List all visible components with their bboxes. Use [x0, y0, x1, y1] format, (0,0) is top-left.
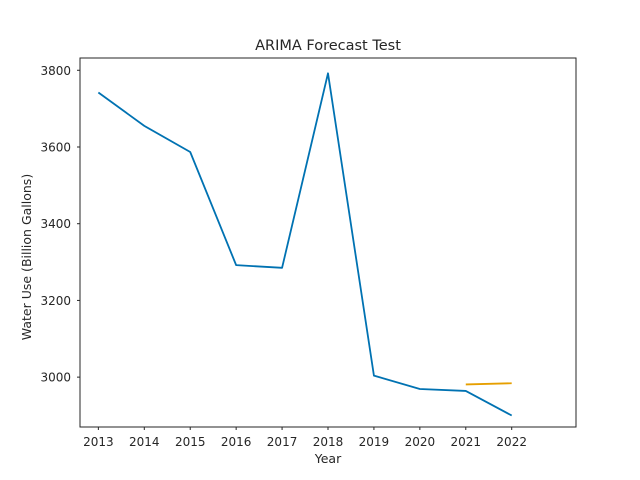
x-tick-label: 2021 [451, 435, 482, 449]
x-tick-label: 2015 [175, 435, 206, 449]
series-line-actual [97, 72, 513, 417]
x-tick-label: 2018 [313, 435, 344, 449]
y-tick-label: 3000 [40, 371, 71, 385]
x-tick-label: 2013 [83, 435, 114, 449]
series-line-forecast [465, 382, 512, 386]
x-axis-label: Year [314, 451, 342, 466]
x-tick-label: 2019 [359, 435, 390, 449]
chart-title: ARIMA Forecast Test [255, 38, 401, 54]
x-tick-label: 2020 [405, 435, 436, 449]
x-tick-label: 2017 [267, 435, 298, 449]
y-tick-label: 3400 [40, 217, 71, 231]
y-tick-label: 3600 [40, 140, 71, 154]
x-tick-label: 2014 [129, 435, 160, 449]
y-tick-label: 3800 [40, 64, 71, 78]
plot-frame [79, 57, 577, 428]
plot-area: 2013 2014 2015 2016 2017 2018 2019 2020 2021 2022… [40, 57, 577, 449]
x-tick-label: 2016 [221, 435, 252, 449]
y-axis-label: Water Use (Billion Gallons) [19, 174, 34, 340]
x-tick-label: 2022 [496, 435, 527, 449]
y-tick-label: 3200 [40, 294, 71, 308]
